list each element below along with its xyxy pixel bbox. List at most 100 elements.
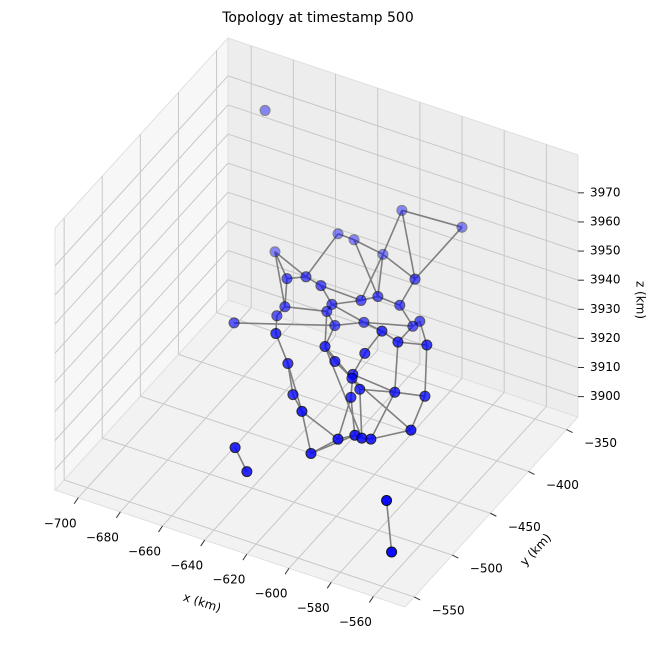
edge [284,305,327,313]
tick-mark [566,429,573,434]
edge [370,429,412,440]
node [315,280,327,292]
node [376,325,388,337]
tick-mark [242,553,248,561]
node [241,466,253,478]
node [345,391,357,403]
node [356,432,368,444]
edge [363,321,413,328]
node [271,310,283,322]
grid-line [227,191,579,310]
y-tick-label: −500 [470,562,503,576]
node [282,357,294,369]
grid-line [54,162,229,354]
x-tick-label: −580 [297,601,330,615]
z-tick-label: 3950 [590,244,621,258]
edge [414,226,463,280]
edge [393,342,399,393]
grid-line [77,307,252,499]
node [332,433,344,445]
tick-mark [200,539,206,547]
edge [331,303,365,324]
z-axis-label: z (km) [634,281,648,319]
tick-mark [452,554,459,559]
edge [301,410,339,440]
x-axis-label: x (km) [181,590,222,615]
tick-mark [115,511,121,519]
node [346,372,358,384]
grid-line [227,220,579,339]
edge [274,251,286,307]
node [372,290,384,302]
grid-line [54,250,229,441]
node [269,246,281,258]
node [409,273,421,285]
node [321,305,333,317]
x-tick-label: −660 [128,544,161,558]
node [281,273,293,285]
edge [360,253,384,301]
node [329,319,341,331]
z-tick-label: 3900 [590,389,621,403]
z-tick-label: 3960 [590,214,621,228]
grid-line [227,75,579,194]
grid-line [227,133,579,252]
z-tick-label: 3930 [590,302,621,316]
tick-mark [73,497,79,505]
z-tick-label: 3920 [590,331,621,345]
x-tick-label: −560 [339,615,372,629]
grid-line [373,406,547,597]
y-tick-label: −450 [508,520,541,534]
edge [305,233,339,278]
grid-line [102,437,453,556]
node [354,383,366,395]
edge [358,389,363,439]
edge [353,239,379,297]
back-pane [227,37,579,418]
node [329,355,341,367]
node [229,442,241,454]
edge [324,311,328,347]
x-tick-label: −600 [255,587,288,601]
node [407,320,419,332]
node [377,248,389,260]
grid-line [227,162,579,281]
edge [401,210,416,280]
labels: −700 −680 −660 −640 −620 −600 −580 −560 −550 −500… [44,185,621,629]
grid-line [330,391,505,583]
edge [287,363,303,412]
grid-line [227,104,579,223]
grid-line [54,221,229,412]
node [394,299,406,311]
grid-line [162,335,336,527]
grid-line [288,377,463,569]
edge [410,395,426,431]
edge [274,251,307,278]
y-tick-label: −550 [432,603,465,617]
edge [320,284,362,302]
panes [54,36,579,608]
edge [352,373,396,393]
grid-line [54,279,229,470]
node [421,339,433,351]
node [319,340,331,352]
edge [382,253,416,280]
node [279,301,291,313]
tick-mark [284,567,290,575]
tick-mark [368,596,374,603]
node [396,204,408,216]
node [359,347,371,359]
edge [385,500,393,553]
z-tick-label: 3910 [590,360,621,374]
tick-mark [528,470,535,475]
node [259,104,271,116]
node [300,271,312,283]
node [456,221,468,233]
edge [234,322,335,327]
node [305,447,317,459]
x-tick-label: −680 [86,530,119,544]
edge [310,434,356,455]
node [358,316,370,328]
